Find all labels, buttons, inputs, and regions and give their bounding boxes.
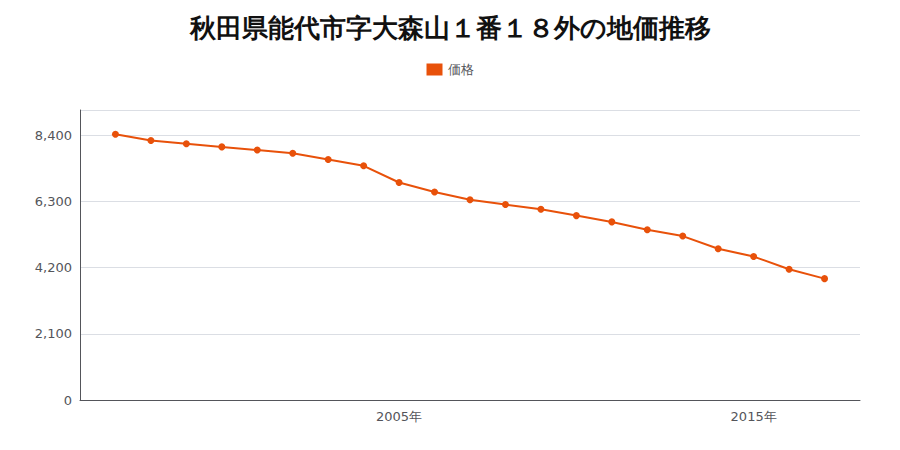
svg-text:6,300: 6,300 [35,194,72,209]
svg-text:4,200: 4,200 [35,260,72,275]
svg-text:2,100: 2,100 [35,326,72,341]
svg-text:2015年: 2015年 [731,409,777,424]
svg-text:0: 0 [64,393,72,408]
svg-text:秋田県能代市字大森山１番１８外の地価推移: 秋田県能代市字大森山１番１８外の地価推移 [189,13,711,43]
svg-text:2005年: 2005年 [376,409,422,424]
svg-text:価格: 価格 [448,62,474,77]
svg-text:8,400: 8,400 [35,128,72,143]
